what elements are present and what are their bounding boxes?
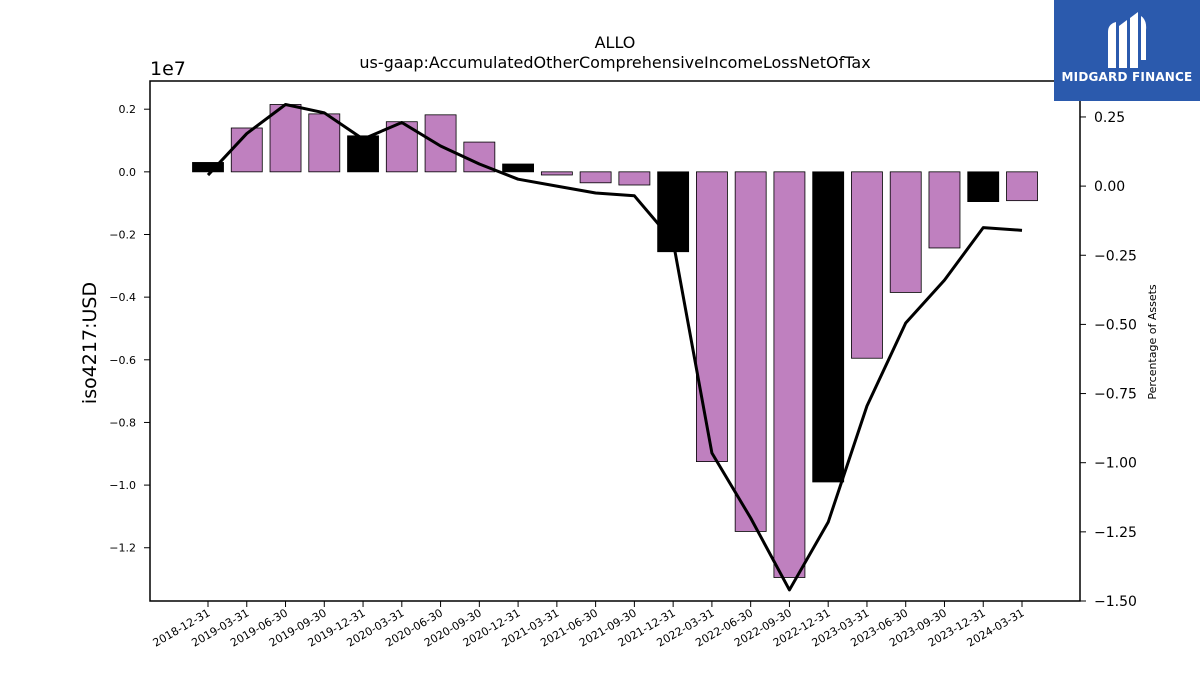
bar: [618, 171, 651, 186]
bar: [696, 171, 728, 463]
y2-axis-label: Percentage of Assets: [1146, 284, 1159, 400]
bar: [812, 171, 845, 483]
y2-tick-label: −0.75: [1094, 387, 1137, 403]
chart-title: ALLO: [595, 33, 636, 52]
y-offset-label: 1e7: [150, 58, 186, 80]
bar: [1006, 171, 1038, 202]
bar: [502, 163, 534, 173]
bar: [967, 171, 1000, 202]
y2-tick-label: −1.25: [1094, 525, 1137, 541]
y-tick-label: −0.2: [109, 228, 136, 241]
bar: [889, 171, 922, 293]
bar: [851, 171, 883, 359]
brand-logo: MIDGARD FINANCE: [1054, 0, 1200, 101]
y-tick-label: −1.2: [109, 542, 136, 555]
y2-tick-label: 0.00: [1094, 179, 1125, 195]
y2-tick-label: −0.25: [1094, 248, 1137, 264]
bar: [657, 171, 690, 253]
y2-tick-label: 0.25: [1094, 110, 1125, 126]
bar: [424, 114, 457, 173]
y-tick-label: −0.6: [109, 354, 136, 367]
y-tick-label: 0.0: [119, 166, 137, 179]
bar: [579, 171, 612, 184]
bar: [230, 127, 263, 173]
percentage-line: [206, 103, 1023, 592]
bar: [734, 171, 767, 532]
chart-subtitle: us-gaap:AccumulatedOtherComprehensiveInc…: [359, 53, 870, 72]
y-tick-label: −0.4: [109, 291, 136, 304]
y-tick-label: 0.2: [119, 103, 137, 116]
y2-tick-label: −0.50: [1094, 317, 1137, 333]
axes-group: −1.2 −1.0 −0.8 −0.6 −0.4 −0.2 0.0 0.2 −1.50 −1.25…: [109, 80, 1137, 650]
bar: [928, 171, 961, 249]
logo-mark-icon: [1108, 12, 1147, 68]
bar: [347, 135, 379, 173]
y-tick-label: −1.0: [109, 479, 136, 492]
bar: [773, 171, 806, 578]
plot-frame: [149, 80, 1081, 602]
bar: [192, 162, 224, 173]
bars-group: [192, 104, 1038, 578]
bar: [540, 171, 573, 176]
logo-text: MIDGARD FINANCE: [1061, 70, 1193, 84]
bar: [308, 113, 341, 173]
y-axis-label: iso4217:USD: [79, 282, 101, 404]
line-group: [206, 103, 1023, 592]
y2-tick-label: −1.50: [1094, 594, 1137, 610]
y-tick-label: −0.8: [109, 416, 136, 429]
bar: [269, 104, 302, 173]
y2-tick-label: −1.00: [1094, 456, 1137, 472]
